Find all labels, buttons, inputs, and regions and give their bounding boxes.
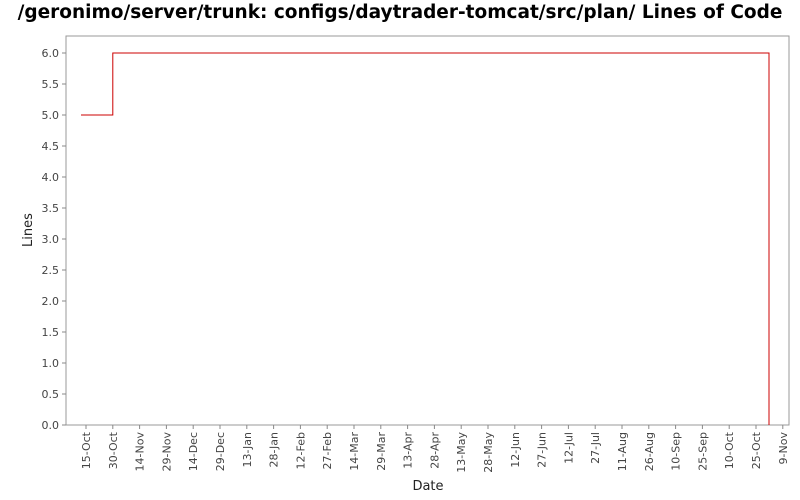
y-tick-label: 1.5 [42,326,60,339]
series-line [81,52,770,425]
x-tick-label: 12-Jul [562,432,575,464]
x-tick-label: 13-May [455,432,468,473]
x-tick-label: 27-Feb [321,432,334,469]
x-tick-label: 29-Dec [214,432,227,471]
x-tick-label: 29-Mar [375,432,388,471]
y-tick-label: 6.0 [42,47,60,60]
y-axis: 0.0 0.5 1.0 1.5 2.0 2.5 3.0 3.5 4.0 4.5 5.0 5.5 6.0 [42,47,66,432]
x-tick-label: 26-Aug [643,432,656,471]
x-tick-label: 29-Nov [160,432,173,472]
y-tick-label: 4.5 [42,140,60,153]
x-tick-label: 10-Oct [723,431,736,469]
y-tick-label: 3.5 [42,202,60,215]
x-tick-label: 25-Sep [696,432,709,471]
x-tick-label: 13-Apr [402,432,415,469]
y-tick-label: 4.0 [42,171,60,184]
plot-area [65,35,790,426]
x-axis-label: Date [412,479,443,494]
x-tick-label: 14-Dec [187,432,200,471]
x-tick-label: 14-Mar [348,432,361,471]
x-tick-label: 27-Jun [536,432,549,468]
x-tick-label: 28-Apr [428,432,441,469]
y-tick-label: 5.5 [42,78,60,91]
x-axis: 15-Oct 30-Oct 14-Nov 29-Nov 14-Dec 29-Dec 13-J… [80,425,790,473]
x-tick-label: 13-Jan [241,432,254,468]
y-tick-label: 2.0 [42,295,60,308]
y-tick-label: 0.5 [42,388,60,401]
x-tick-label: 28-Jan [268,432,281,468]
chart-title: /geronimo/server/trunk: configs/daytrade… [17,2,783,23]
x-tick-label: 27-Jul [589,432,602,464]
x-tick-label: 9-Nov [777,432,790,465]
y-tick-label: 1.0 [42,357,60,370]
y-tick-label: 0.0 [42,419,60,432]
x-tick-label: 12-Feb [294,432,307,469]
x-tick-label: 28-May [482,432,495,473]
y-tick-label: 5.0 [42,109,60,122]
y-axis-label: Lines [21,213,36,247]
y-tick-label: 3.0 [42,233,60,246]
x-tick-label: 30-Oct [107,431,120,469]
y-tick-label: 2.5 [42,264,60,277]
x-tick-label: 10-Sep [670,432,683,471]
x-tick-label: 12-Jun [509,432,522,468]
x-tick-label: 15-Oct [80,431,93,469]
x-tick-label: 25-Oct [750,431,763,469]
x-tick-label: 14-Nov [134,432,147,472]
x-tick-label: 11-Aug [616,432,629,471]
